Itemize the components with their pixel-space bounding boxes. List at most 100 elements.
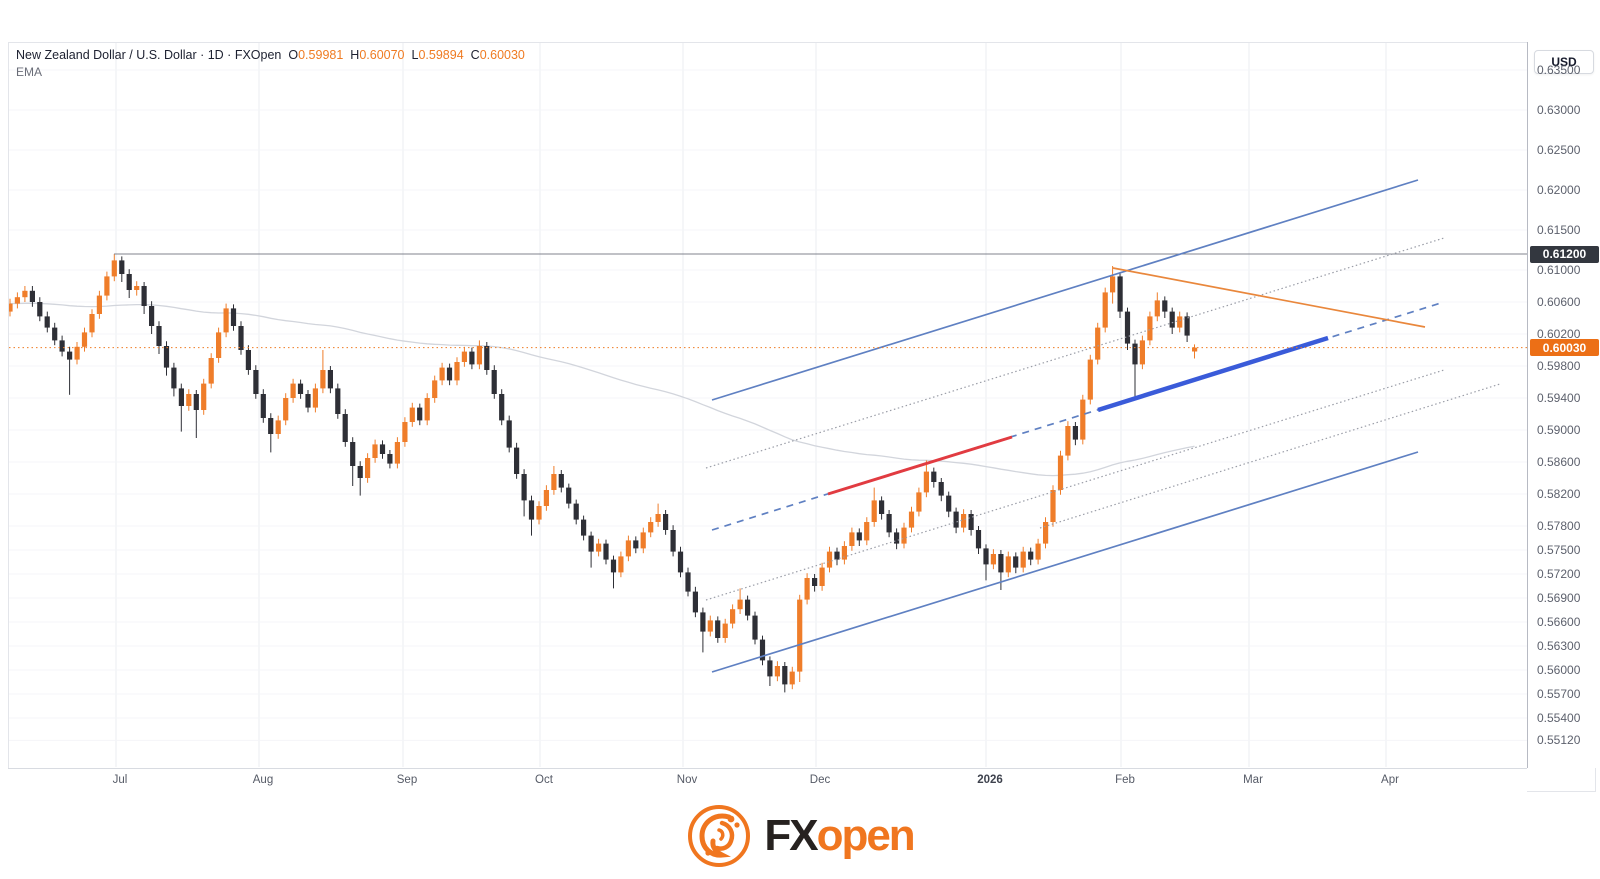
ohlc-letter: C <box>470 48 480 62</box>
candle <box>119 256 125 282</box>
candle <box>1102 287 1108 333</box>
price-tick-label: 0.57200 <box>1537 567 1581 581</box>
candle <box>521 469 527 517</box>
candle <box>864 517 870 546</box>
candle <box>588 531 594 568</box>
dotted-channel-mid[interactable] <box>705 369 1445 601</box>
price-tick-label: 0.57800 <box>1537 519 1581 533</box>
candle <box>476 340 482 370</box>
candle <box>968 510 974 536</box>
candle <box>879 496 885 520</box>
candle <box>975 526 982 554</box>
candle <box>67 346 73 395</box>
blue-channel-upper[interactable] <box>711 179 1419 401</box>
candle <box>365 453 371 483</box>
fxopen-emblem-icon <box>688 804 751 867</box>
candle <box>52 322 58 346</box>
candle <box>417 403 423 426</box>
candle <box>1177 311 1183 333</box>
candle <box>163 341 170 376</box>
candle <box>804 573 810 605</box>
candle <box>96 290 102 319</box>
candle <box>730 604 736 629</box>
chart-legend[interactable]: New Zealand Dollar / U.S. Dollar · 1D · … <box>16 48 525 80</box>
candle <box>491 365 497 399</box>
candle <box>461 346 467 367</box>
candle <box>819 562 825 591</box>
candle <box>677 546 684 578</box>
candle <box>1087 354 1093 405</box>
candle <box>834 547 840 566</box>
candle <box>74 342 80 365</box>
candle <box>596 538 602 557</box>
candle <box>722 618 728 643</box>
candle <box>536 501 542 525</box>
price-badge-0.61200: 0.61200 <box>1530 245 1599 263</box>
candle <box>506 415 512 453</box>
candle <box>715 616 721 643</box>
candle <box>633 536 639 554</box>
time-axis[interactable]: Jul Aug Sep Oct Nov Dec 2026 Feb Mar Apr <box>8 768 1527 793</box>
candle <box>186 389 192 411</box>
candle <box>201 378 207 415</box>
orange-trendline[interactable] <box>1112 267 1426 328</box>
currency-usd-button[interactable]: USD <box>1534 50 1594 74</box>
candle <box>655 503 661 527</box>
candle <box>178 383 184 432</box>
candle <box>782 662 788 693</box>
candle <box>1132 339 1138 398</box>
dotted-channel-upper[interactable] <box>705 237 1445 469</box>
candle <box>551 466 557 495</box>
time-tick-label-Sep: Sep <box>396 774 418 786</box>
candle <box>409 402 415 427</box>
time-tick-label-2026: 2026 <box>977 774 1003 786</box>
candle <box>737 588 743 614</box>
ohlc-values: O0.59981 H0.60070 L0.59894 C0.60030 <box>281 48 525 62</box>
red-trend-segment[interactable] <box>827 435 1013 496</box>
candle <box>566 483 572 509</box>
candle <box>767 656 773 686</box>
candle <box>81 327 88 352</box>
candle <box>1192 344 1198 359</box>
price-tick-label: 0.56900 <box>1537 591 1581 605</box>
time-tick-label-Dec: Dec <box>809 774 831 786</box>
blue-dashed-midline[interactable] <box>711 301 1445 531</box>
time-tick-label-Jul: Jul <box>112 774 128 786</box>
candle <box>618 551 624 578</box>
footer: FXopen <box>0 792 1600 879</box>
candle <box>1043 517 1049 549</box>
time-tick-label-Aug: Aug <box>252 774 274 786</box>
blue-channel-lower[interactable] <box>711 451 1419 673</box>
price-tick-label: 0.58600 <box>1537 455 1581 469</box>
candle <box>312 383 318 413</box>
price-tick-label: 0.56000 <box>1537 663 1581 677</box>
candle <box>983 544 989 581</box>
price-tick-label: 0.60200 <box>1537 327 1581 341</box>
price-tick-label: 0.61000 <box>1537 263 1581 277</box>
candle <box>625 535 631 562</box>
candle <box>171 362 177 397</box>
time-tick-label-Mar: Mar <box>1243 774 1263 786</box>
candle <box>871 487 877 527</box>
price-tick-label: 0.55700 <box>1537 687 1581 701</box>
ema-line <box>9 302 1195 477</box>
candle <box>1110 266 1116 304</box>
candle <box>886 510 892 538</box>
candle <box>797 594 803 682</box>
price-tick-label: 0.62000 <box>1537 183 1581 197</box>
candle <box>1035 538 1041 565</box>
candle <box>1184 312 1190 342</box>
candle <box>327 366 333 394</box>
candle <box>469 347 475 370</box>
candle <box>685 567 691 597</box>
candle <box>402 417 408 447</box>
candle <box>245 345 251 375</box>
bold-blue-segment[interactable] <box>1097 335 1329 413</box>
candle <box>238 321 244 355</box>
ohlc-value: 0.60030 <box>479 48 525 62</box>
candle <box>1117 272 1123 318</box>
price-tick-label: 0.60600 <box>1537 295 1581 309</box>
indicator-label[interactable]: EMA <box>16 65 43 79</box>
price-axis[interactable]: USD 0.63500 0.63000 0.62500 0.62000 0.61500 0… <box>1527 42 1600 768</box>
